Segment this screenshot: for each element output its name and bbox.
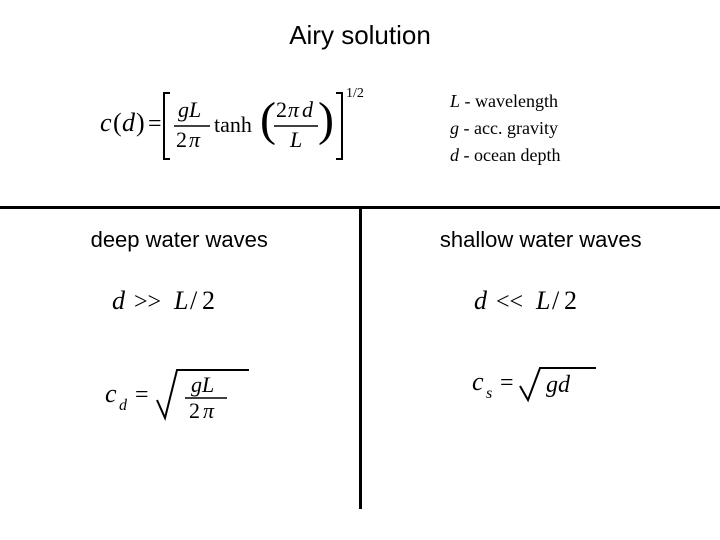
svg-text:L: L — [173, 286, 188, 315]
svg-text:/: / — [190, 286, 198, 315]
svg-text:d: d — [122, 108, 136, 137]
svg-text:<<: << — [496, 289, 523, 315]
legend-row-g: g - acc. gravity — [450, 115, 650, 142]
left-column: deep water waves d >> L / 2 c d = — [0, 209, 359, 509]
svg-text:1/2: 1/2 — [346, 86, 364, 101]
svg-text:gd: gd — [546, 372, 571, 398]
svg-text:d: d — [474, 286, 488, 315]
legend-symbol: d — [450, 145, 459, 165]
legend-dash: - — [464, 118, 475, 138]
legend-symbol: g — [450, 118, 459, 138]
legend-row-L: L - wavelength — [450, 88, 650, 115]
svg-text:=: = — [500, 370, 514, 396]
svg-text:gL: gL — [178, 97, 201, 122]
page-title: Airy solution — [0, 0, 720, 71]
svg-text:=: = — [135, 382, 149, 408]
svg-text:/: / — [552, 286, 560, 315]
legend-dash: - — [464, 145, 475, 165]
upper-section: c ( d ) = gL 2 π tanh ( 2 π d — [0, 71, 720, 206]
svg-text:d: d — [119, 397, 128, 414]
svg-text:2: 2 — [176, 127, 187, 152]
shallow-speed: c s = gd — [362, 356, 720, 411]
svg-text:s: s — [486, 385, 492, 402]
svg-text:2: 2 — [276, 97, 287, 122]
shallow-heading: shallow water waves — [362, 227, 720, 253]
svg-text:=: = — [148, 111, 162, 137]
legend-row-d: d - ocean depth — [450, 142, 650, 169]
deep-heading: deep water waves — [0, 227, 359, 253]
lower-section: deep water waves d >> L / 2 c d = — [0, 209, 720, 509]
svg-text:π: π — [203, 398, 215, 423]
deep-condition: d >> L / 2 — [0, 281, 359, 326]
legend-dash: - — [465, 91, 476, 111]
svg-text:c: c — [472, 367, 484, 396]
legend-symbol: L — [450, 91, 460, 111]
legend-desc: ocean depth — [474, 145, 560, 165]
deep-speed: c d = gL 2 π — [0, 356, 359, 441]
legend-desc: wavelength — [475, 91, 558, 111]
legend-desc: acc. gravity — [474, 118, 558, 138]
shallow-condition: d << L / 2 — [362, 281, 720, 326]
svg-text:L: L — [289, 127, 302, 152]
svg-text:c: c — [105, 379, 117, 408]
svg-text:tanh: tanh — [214, 112, 252, 137]
svg-text:>>: >> — [134, 289, 161, 315]
svg-text:): ) — [318, 93, 334, 146]
svg-text:c: c — [100, 108, 112, 137]
svg-text:d: d — [302, 97, 314, 122]
svg-text:L: L — [535, 286, 550, 315]
svg-text:): ) — [136, 108, 145, 137]
right-column: shallow water waves d << L / 2 c s = — [362, 209, 720, 509]
svg-text:2: 2 — [202, 286, 215, 315]
svg-text:(: ( — [113, 108, 122, 137]
svg-text:2: 2 — [189, 398, 200, 423]
svg-text:2: 2 — [564, 286, 577, 315]
svg-text:π: π — [189, 127, 201, 152]
svg-text:gL: gL — [191, 372, 214, 397]
legend: L - wavelength g - acc. gravity d - ocea… — [450, 88, 680, 169]
svg-text:d: d — [112, 286, 126, 315]
svg-text:π: π — [288, 97, 300, 122]
main-formula: c ( d ) = gL 2 π tanh ( 2 π d — [40, 81, 450, 176]
svg-text:(: ( — [260, 93, 276, 146]
